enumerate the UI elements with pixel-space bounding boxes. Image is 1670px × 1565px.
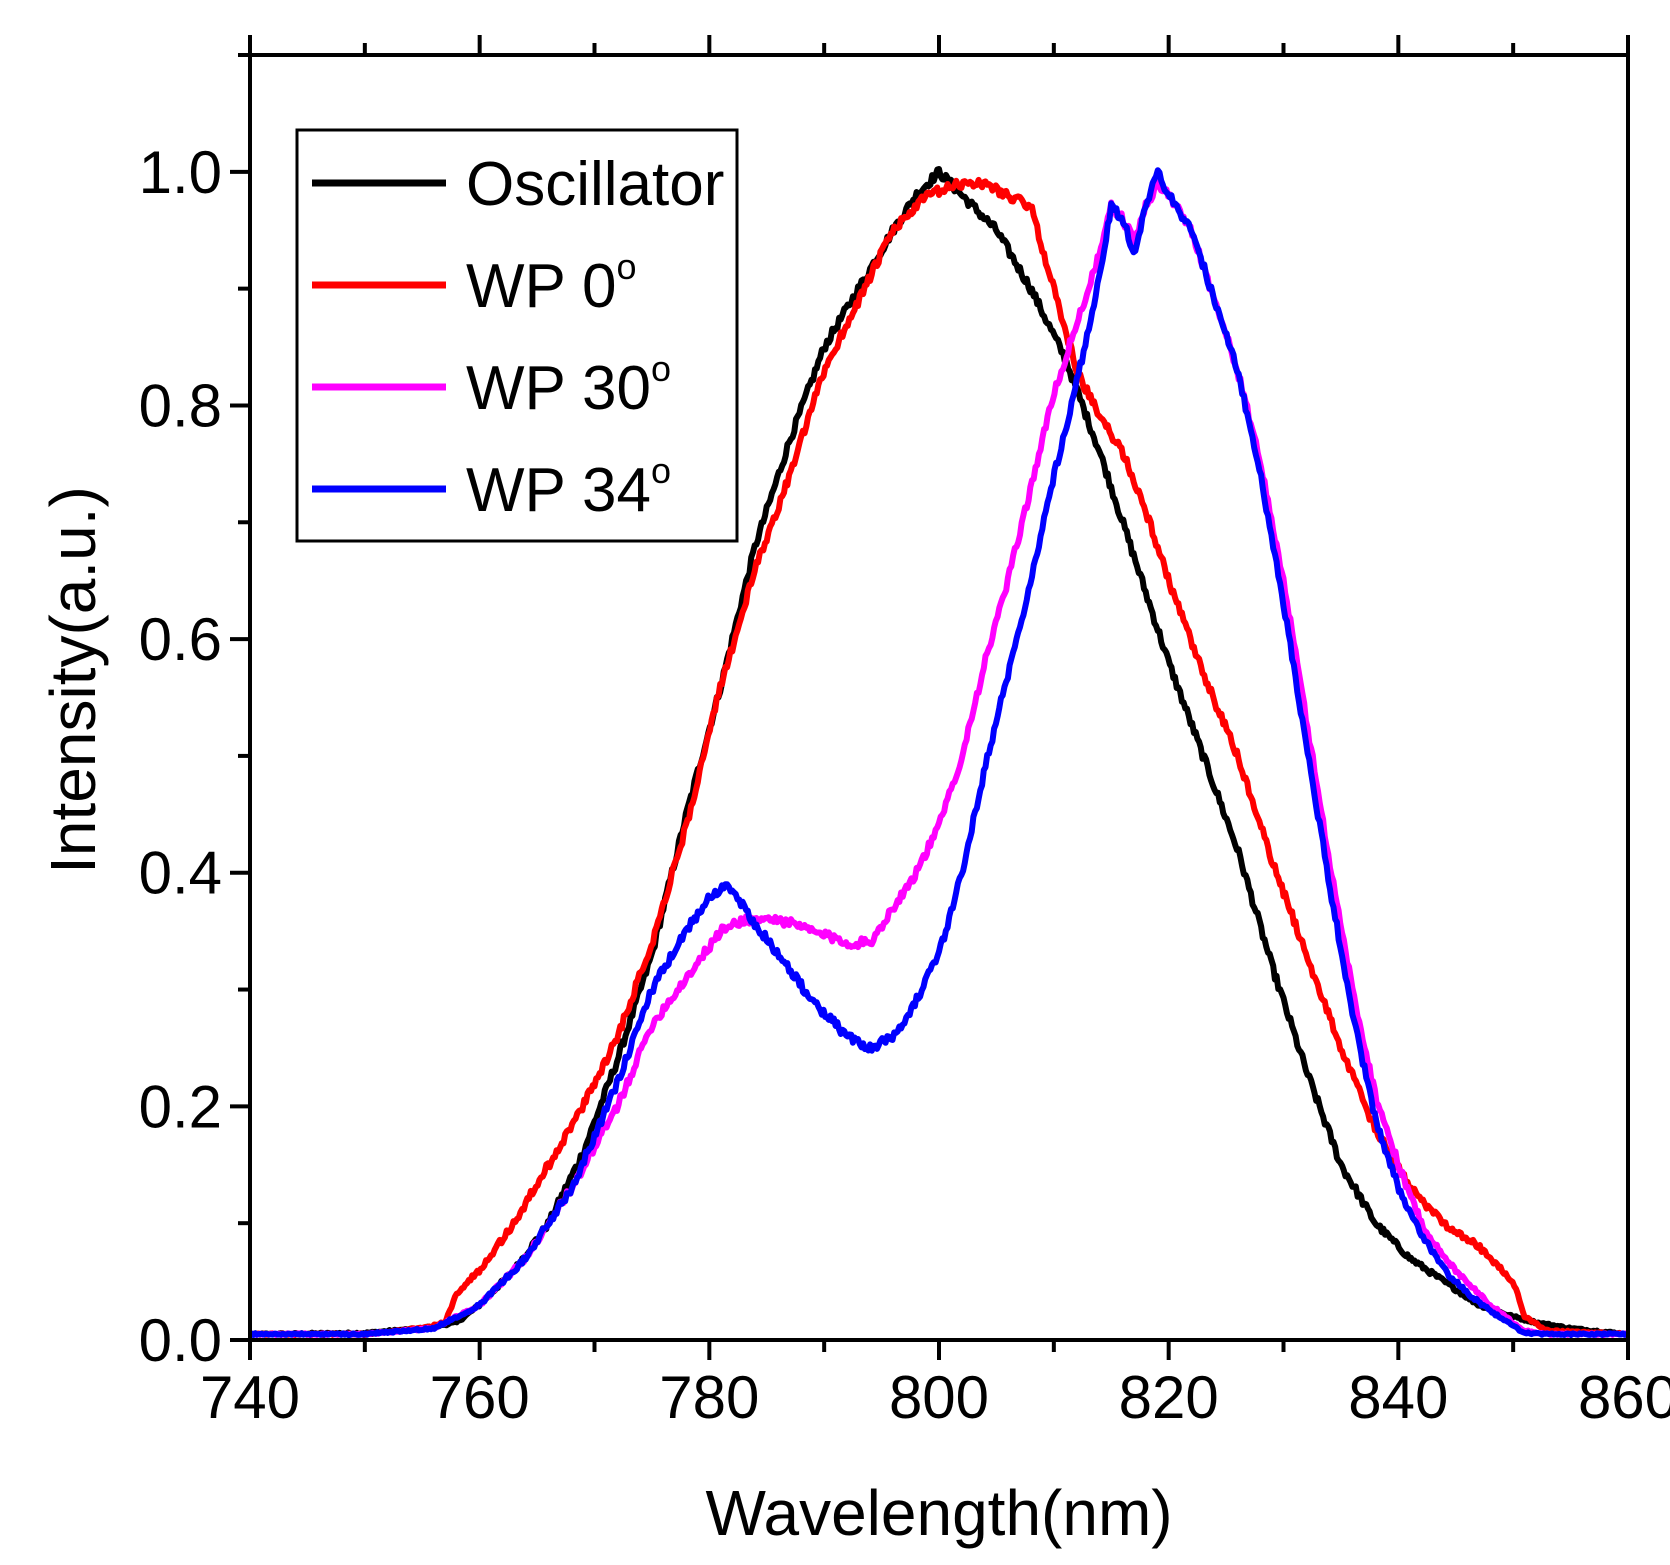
degree-superscript: o xyxy=(651,348,671,389)
y-tick-labels: 0.0 0.2 0.4 0.6 0.8 1.0 xyxy=(139,139,222,1374)
x-axis-title: Wavelength(nm) xyxy=(705,1477,1172,1549)
x-tick-label: 860 xyxy=(1578,1364,1670,1431)
y-tick-label: 0.2 xyxy=(139,1073,222,1140)
x-tick-label: 820 xyxy=(1119,1364,1219,1431)
degree-superscript: o xyxy=(616,246,636,287)
x-tick-label: 800 xyxy=(889,1364,989,1431)
y-tick-label: 0.8 xyxy=(139,372,222,439)
legend-items: Oscillator WP 0o WP 30o WP 34o xyxy=(312,150,724,525)
legend: Oscillator WP 0o WP 30o WP 34o xyxy=(295,128,739,543)
y-tick-label: 1.0 xyxy=(139,139,222,206)
y-axis-title: Intensity(a.u.) xyxy=(37,486,109,874)
x-tick-label: 780 xyxy=(659,1364,759,1431)
x-tick-labels: 740 760 780 800 820 840 860 xyxy=(200,1364,1670,1431)
legend-label: Oscillator xyxy=(466,150,724,219)
x-tick-label: 840 xyxy=(1348,1364,1448,1431)
plot-frame xyxy=(248,53,1630,1342)
series-lines xyxy=(248,166,1630,1338)
legend-label: WP 34o xyxy=(466,450,671,525)
legend-label: WP 0o xyxy=(466,246,637,321)
x-tick-label: 760 xyxy=(430,1364,530,1431)
y-tick-label: 0.6 xyxy=(139,606,222,673)
degree-superscript: o xyxy=(651,450,671,491)
series-line xyxy=(248,167,1630,1338)
y-tick-label: 0.0 xyxy=(139,1307,222,1374)
legend-box xyxy=(295,128,739,543)
y-tick-label: 0.4 xyxy=(139,840,222,907)
x-tick-label: 740 xyxy=(200,1364,300,1431)
legend-label: WP 30o xyxy=(466,348,671,423)
